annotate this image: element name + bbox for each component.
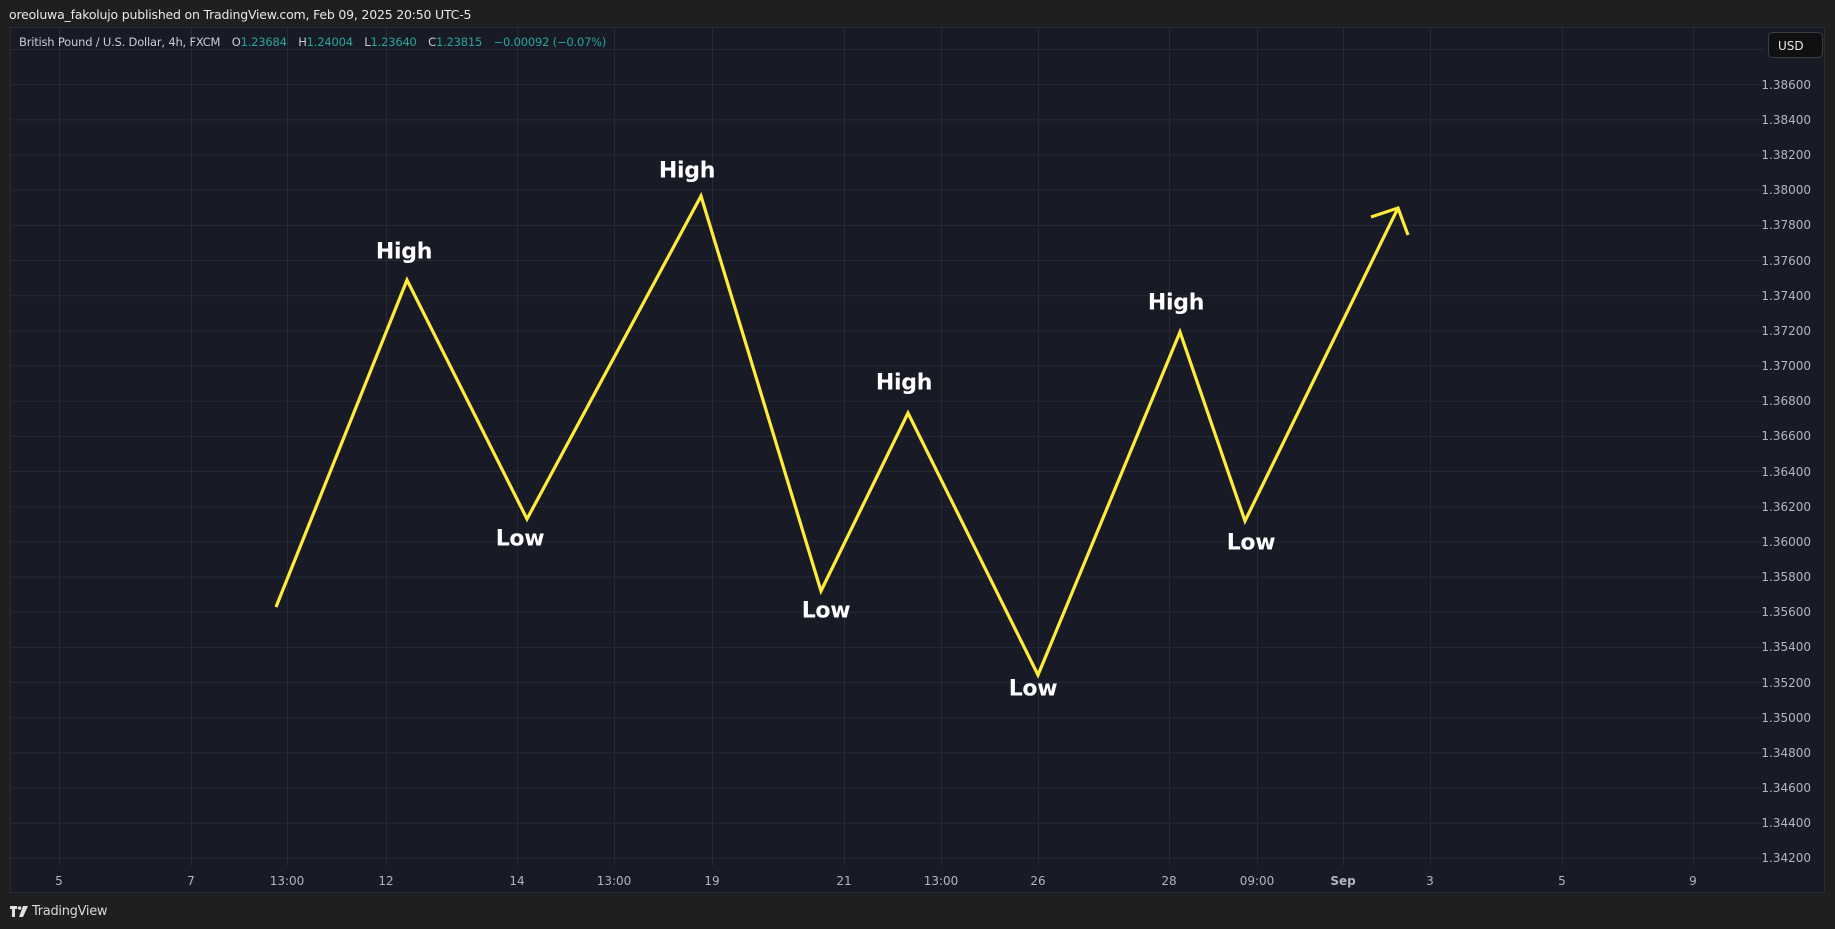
swing-low-label[interactable]: Low	[495, 526, 545, 552]
price-axis-label: 1.37000	[1761, 359, 1811, 374]
low-label: L	[364, 35, 371, 49]
time-axis-label: 3	[1426, 874, 1434, 888]
time-axis-label: 5	[1558, 874, 1566, 888]
price-axis-label: 1.36200	[1761, 499, 1811, 514]
open-value: 1.23684	[240, 35, 287, 49]
price-axis-label: 1.34800	[1761, 745, 1811, 760]
price-axis-label: 1.35800	[1761, 570, 1811, 585]
time-axis-label: 14	[509, 874, 525, 888]
time-axis-label: 5	[55, 874, 63, 888]
price-axis-label: 1.36600	[1761, 429, 1811, 444]
price-axis-label: 1.35400	[1761, 640, 1811, 655]
price-axis-label: 1.37800	[1761, 218, 1811, 233]
tradingview-logo-icon	[10, 905, 28, 917]
time-axis-label: 13:00	[269, 874, 305, 888]
high-label: H	[298, 35, 307, 49]
swing-low-label[interactable]: Low	[1008, 676, 1058, 702]
time-axis-label: 7	[187, 874, 195, 888]
price-axis-label: 1.37600	[1761, 253, 1811, 268]
price-axis-label: 1.34400	[1761, 816, 1811, 831]
high-value: 1.24004	[306, 35, 353, 49]
price-axis-label: 1.35200	[1761, 675, 1811, 690]
time-axis-label: Sep	[1330, 874, 1356, 888]
time-axis-label: 13:00	[596, 874, 632, 888]
swing-high-label[interactable]: High	[1147, 290, 1205, 316]
price-axis-label: 1.38600	[1761, 77, 1811, 92]
chart-panel[interactable]: British Pound / U.S. Dollar, 4h, FXCM O1…	[10, 27, 1825, 893]
price-axis-label: 1.38000	[1761, 183, 1811, 198]
time-axis-label: 21	[836, 874, 852, 888]
time-axis-label: 28	[1161, 874, 1177, 888]
price-axis-label: 1.36400	[1761, 464, 1811, 479]
published-text: oreoluwa_fakolujo published on TradingVi…	[9, 7, 472, 22]
swing-high-label[interactable]: High	[375, 239, 433, 265]
swing-low-label[interactable]: Low	[801, 598, 851, 624]
time-axis-label: 09:00	[1239, 874, 1275, 888]
grid	[11, 28, 1763, 866]
price-axis-label: 1.35600	[1761, 605, 1811, 620]
price-axis-label: 1.37400	[1761, 288, 1811, 303]
open-label: O	[231, 35, 241, 49]
price-axis-label: 1.36000	[1761, 534, 1811, 549]
tradingview-brand[interactable]: TradingView	[10, 903, 108, 919]
swing-high-label[interactable]: High	[658, 158, 716, 184]
swing-low-label[interactable]: Low	[1226, 530, 1276, 556]
price-axis-label: 1.38400	[1761, 112, 1811, 127]
symbol-name: British Pound / U.S. Dollar, 4h, FXCM	[19, 35, 221, 49]
close-label: C	[428, 35, 436, 49]
price-axis-label: 1.34200	[1761, 851, 1811, 866]
price-axis-label: 1.37200	[1761, 323, 1811, 338]
time-axis-label: 13:00	[923, 874, 959, 888]
zigzag-swing-line[interactable]	[274, 191, 1400, 679]
price-axis-label: 1.36800	[1761, 394, 1811, 409]
currency-button[interactable]: USD	[1768, 32, 1823, 58]
publish-info-bar: oreoluwa_fakolujo published on TradingVi…	[0, 0, 1835, 27]
price-axis-label: 1.34600	[1761, 781, 1811, 796]
swing-high-label[interactable]: High	[875, 370, 933, 396]
price-axis-label: 1.35000	[1761, 710, 1811, 725]
chart-canvas[interactable]	[11, 28, 1825, 893]
time-axis-label: 26	[1030, 874, 1046, 888]
time-axis-label: 12	[378, 874, 394, 888]
low-value: 1.23640	[370, 35, 417, 49]
change-value: −0.00092 (−0.07%)	[493, 35, 607, 49]
time-axis-label: 19	[704, 874, 720, 888]
time-axis-label: 9	[1689, 874, 1697, 888]
close-value: 1.23815	[435, 35, 483, 49]
brand-name: TradingView	[32, 903, 108, 919]
symbol-legend: British Pound / U.S. Dollar, 4h, FXCM O1…	[19, 35, 606, 49]
arrow-head-icon	[1370, 205, 1410, 236]
price-axis-label: 1.38200	[1761, 148, 1811, 162]
